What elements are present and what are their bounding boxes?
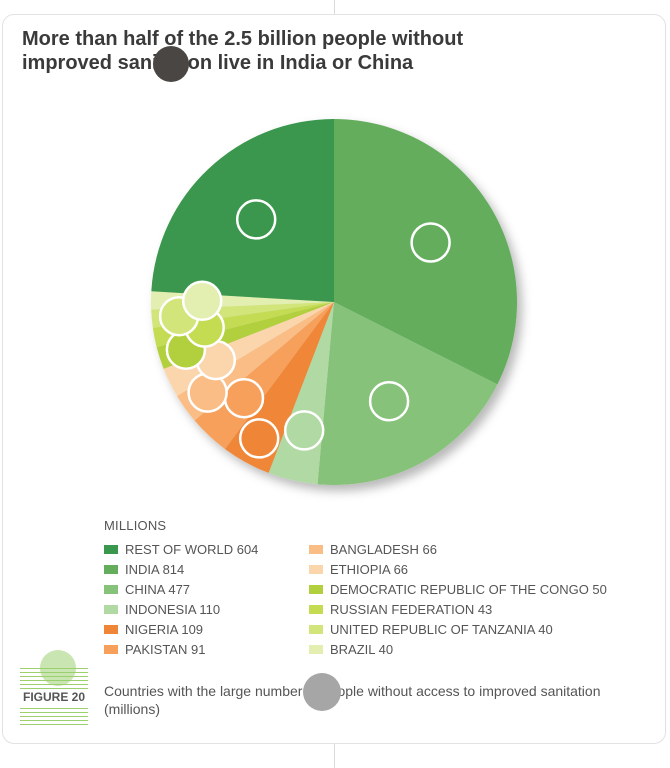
chart-title: More than half of the 2.5 billion people… — [22, 27, 542, 75]
legend-item: INDIA 814 — [104, 559, 309, 579]
legend-label: NIGERIA 109 — [125, 621, 204, 637]
legend-swatch — [309, 604, 323, 614]
slice-marker — [410, 222, 451, 263]
legend-swatch — [104, 644, 118, 654]
legend-item: RUSSIAN FEDERATION 43 — [309, 599, 629, 619]
legend-swatch — [309, 624, 323, 634]
legend-label: BANGLADESH 66 — [330, 541, 437, 557]
pie-slice-rest-of-world — [151, 119, 334, 302]
slice-marker — [283, 410, 325, 451]
legend-item: CHINA 477 — [104, 579, 309, 599]
legend-swatch — [309, 584, 323, 594]
legend-item: ETHIOPIA 66 — [309, 559, 629, 579]
legend-item: INDONESIA 110 — [104, 599, 309, 619]
pie-slice-india — [334, 119, 518, 385]
redaction-dot — [303, 673, 341, 711]
legend-grid: REST OF WORLD 604 INDIA 814 CHINA 477 INDON… — [104, 539, 629, 659]
figure-badge: FIGURE 20 — [20, 650, 88, 728]
legend-label: REST OF WORLD 604 — [125, 541, 259, 557]
legend-item: PAKISTAN 91 — [104, 639, 309, 659]
redaction-dot — [153, 46, 189, 82]
legend-swatch — [104, 624, 118, 634]
legend-swatch — [104, 564, 118, 574]
legend-item: UNITED REPUBLIC OF TANZANIA 40 — [309, 619, 629, 639]
legend-swatch — [104, 544, 118, 554]
slice-marker — [238, 418, 280, 459]
legend-swatch — [104, 584, 118, 594]
chart-title-line-2: improved sanitation live in India or Chi… — [22, 52, 414, 74]
legend-swatch — [309, 544, 323, 554]
legend-item: BANGLADESH 66 — [309, 539, 629, 559]
slice-marker — [181, 280, 223, 322]
figure-label: FIGURE 20 — [20, 689, 88, 705]
slice-marker — [235, 199, 277, 240]
legend-item: NIGERIA 109 — [104, 619, 309, 639]
legend-item: BRAZIL 40 — [309, 639, 629, 659]
slice-marker — [223, 377, 265, 419]
legend-item: DEMOCRATIC REPUBLIC OF THE CONGO 50 — [309, 579, 629, 599]
legend-label: CHINA 477 — [125, 581, 191, 597]
legend-swatch — [309, 564, 323, 574]
legend-label: RUSSIAN FEDERATION 43 — [330, 601, 493, 617]
legend-label: ETHIOPIA 66 — [330, 561, 409, 577]
figure-caption: Countries with the large number of peopl… — [104, 683, 601, 717]
slice-marker — [368, 380, 410, 422]
legend-item: REST OF WORLD 604 — [104, 539, 309, 559]
legend-label: UNITED REPUBLIC OF TANZANIA 40 — [330, 621, 553, 637]
legend-label: PAKISTAN 91 — [125, 641, 206, 657]
legend-swatch — [309, 644, 323, 654]
legend-label: DEMOCRATIC REPUBLIC OF THE CONGO 50 — [330, 581, 607, 597]
legend-label: INDONESIA 110 — [125, 601, 221, 617]
legend-title: MILLIONS — [104, 518, 167, 533]
legend-label: BRAZIL 40 — [330, 641, 394, 657]
pie-chart — [151, 119, 518, 486]
legend: MILLIONS REST OF WORLD 604 INDIA 814 CHINA… — [104, 518, 629, 659]
legend-swatch — [104, 604, 118, 614]
legend-label: INDIA 814 — [125, 561, 185, 577]
chart-title-line-1: More than half of the 2.5 billion people… — [22, 28, 464, 50]
